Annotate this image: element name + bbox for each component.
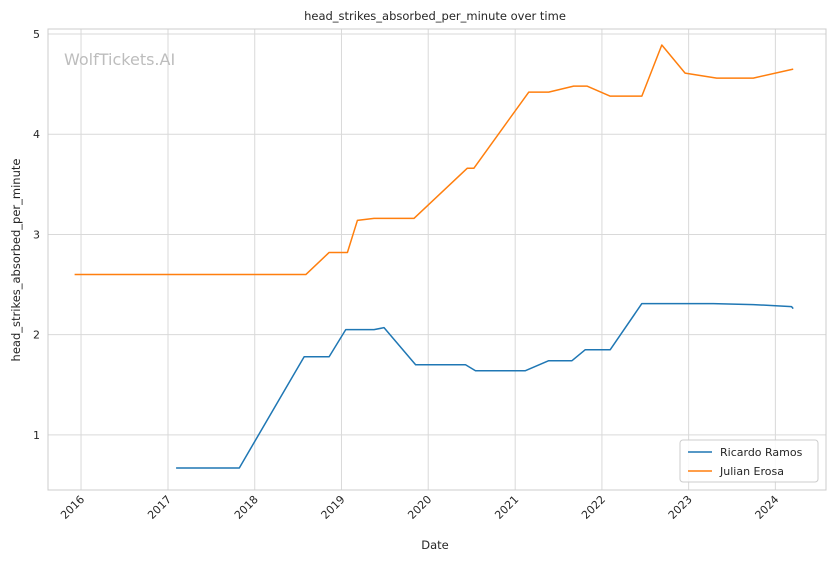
x-tick-labels: 2016 2017 2018 2019 2020 2021 2022 2023 2024 — [58, 493, 781, 522]
legend-box — [679, 439, 819, 483]
plot-frame — [47, 28, 827, 491]
x-tick-label: 2021 — [492, 493, 521, 522]
x-tick-label: 2017 — [145, 493, 174, 522]
chart-title: head_strikes_absorbed_per_minute over ti… — [304, 9, 566, 23]
series-line-ricardo-ramos — [176, 302, 794, 469]
y-axis-title: head_strikes_absorbed_per_minute — [9, 159, 23, 362]
y-tick-label: 4 — [33, 128, 40, 141]
y-tick-label: 1 — [33, 429, 40, 442]
y-tick-label: 5 — [33, 28, 40, 41]
x-tick-label: 2022 — [579, 493, 608, 522]
watermark: WolfTickets.AI — [64, 50, 175, 69]
x-tick-label: 2023 — [666, 493, 695, 522]
series-layer — [74, 44, 794, 469]
legend: Ricardo Ramos Julian Erosa — [679, 439, 819, 483]
x-tick-label: 2018 — [232, 493, 261, 522]
x-tick-label: 2020 — [405, 493, 434, 522]
y-tick-label: 2 — [33, 329, 40, 342]
legend-label-julian-erosa: Julian Erosa — [719, 465, 784, 478]
x-tick-label: 2016 — [58, 493, 87, 522]
grid-layer — [48, 29, 826, 490]
x-tick-label: 2024 — [753, 493, 782, 522]
y-tick-label: 3 — [33, 228, 40, 241]
x-axis-title: Date — [421, 538, 449, 552]
y-tick-labels: 1 2 3 4 5 — [33, 28, 40, 442]
legend-label-ricardo-ramos: Ricardo Ramos — [720, 446, 803, 459]
series-line-julian-erosa — [74, 44, 794, 276]
x-tick-label: 2019 — [319, 493, 348, 522]
